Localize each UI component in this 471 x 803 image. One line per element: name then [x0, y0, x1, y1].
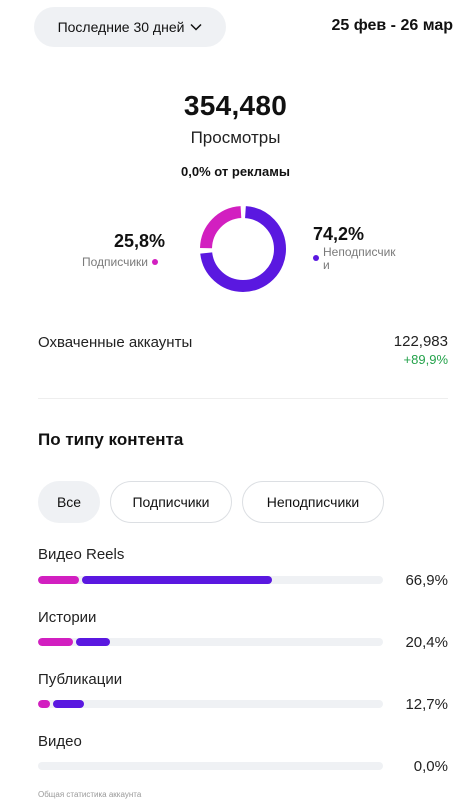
- bar-segment-non-followers: [82, 576, 273, 584]
- content-row-pct-video: 0,0%: [413, 758, 448, 775]
- followers-dot-icon: [152, 259, 159, 265]
- views-total: 354,480: [183, 90, 288, 121]
- non-followers-legend: Неподписчик и: [313, 246, 423, 272]
- content-row-label-posts: Публикации: [38, 671, 123, 688]
- non-followers-pct: 74,2%: [313, 224, 365, 244]
- content-row-pct-reels: 66,9%: [405, 572, 448, 589]
- content-row-label-reels: Видео Reels: [38, 546, 125, 563]
- content-row-label-stories: Истории: [38, 609, 97, 626]
- bar-segment-non-followers: [75, 638, 110, 646]
- date-range-text: 25 фев - 26 мар: [331, 17, 453, 34]
- bar-segment-non-followers: [53, 700, 85, 708]
- content-bar-posts: [38, 700, 383, 708]
- filter-chip-non-followers[interactable]: Неподписчики: [242, 481, 384, 523]
- reach-label: Охваченные аккаунты: [38, 334, 193, 351]
- content-bar-reels: [38, 576, 383, 584]
- divider: [38, 398, 448, 399]
- bar-segment-followers: [38, 638, 73, 646]
- filter-chip-all[interactable]: Все: [38, 481, 100, 523]
- bar-segment-followers: [38, 700, 51, 708]
- chevron-down-icon: [190, 23, 202, 31]
- content-type-title: По типу контента: [38, 430, 184, 449]
- reach-value: 122,983: [393, 333, 448, 350]
- audience-donut-chart: [200, 206, 286, 292]
- content-bar-stories: [38, 638, 383, 646]
- non-followers-label: Неподписчик и: [323, 245, 396, 272]
- filter-chip-followers[interactable]: Подписчики: [110, 481, 232, 523]
- followers-legend: Подписчики: [82, 255, 159, 269]
- content-bar-video: [38, 762, 383, 770]
- content-row-label-video: Видео: [38, 733, 82, 750]
- donut-segment-non-followers: [200, 206, 286, 292]
- footer-caption: Общая статистика аккаунта: [38, 790, 142, 799]
- bar-segment-followers: [38, 576, 80, 584]
- ads-share: 0,0% от рекламы: [181, 164, 290, 179]
- followers-label: Подписчики: [82, 255, 149, 269]
- date-range-dropdown[interactable]: Последние 30 дней: [34, 7, 226, 47]
- views-label: Просмотры: [190, 128, 281, 147]
- content-row-pct-stories: 20,4%: [405, 634, 448, 651]
- followers-pct: 25,8%: [114, 231, 166, 251]
- date-range-dropdown-label: Последние 30 дней: [57, 19, 185, 35]
- reach-delta: +89,9%: [403, 352, 448, 367]
- non-followers-dot-icon: [313, 255, 319, 261]
- content-row-pct-posts: 12,7%: [405, 696, 448, 713]
